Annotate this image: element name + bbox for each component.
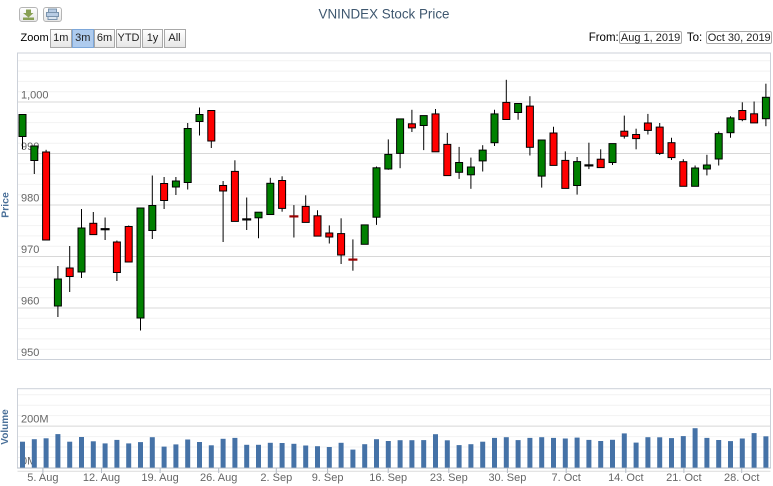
svg-text:1,000: 1,000: [21, 90, 49, 102]
svg-text:14. Oct: 14. Oct: [608, 472, 643, 484]
svg-text:970: 970: [21, 244, 39, 256]
svg-text:5. Aug: 5. Aug: [27, 472, 58, 484]
svg-text:21. Oct: 21. Oct: [666, 472, 701, 484]
svg-text:980: 980: [21, 193, 39, 205]
svg-text:Price: Price: [0, 192, 12, 218]
svg-text:960: 960: [21, 296, 39, 308]
svg-text:2. Sep: 2. Sep: [260, 472, 292, 484]
svg-text:19. Aug: 19. Aug: [141, 472, 178, 484]
svg-text:23. Sep: 23. Sep: [430, 472, 468, 484]
svg-text:950: 950: [21, 347, 39, 359]
svg-text:9. Sep: 9. Sep: [312, 472, 344, 484]
svg-text:7. Oct: 7. Oct: [552, 472, 581, 484]
svg-text:28. Oct: 28. Oct: [724, 472, 759, 484]
svg-text:16. Sep: 16. Sep: [369, 472, 407, 484]
svg-text:30. Sep: 30. Sep: [488, 472, 526, 484]
svg-text:Volume: Volume: [0, 409, 11, 445]
svg-text:200M: 200M: [21, 414, 49, 426]
svg-text:26. Aug: 26. Aug: [200, 472, 237, 484]
svg-text:12. Aug: 12. Aug: [83, 472, 120, 484]
svg-text:VNINDEX Stock Price: VNINDEX Stock Price: [319, 7, 450, 22]
